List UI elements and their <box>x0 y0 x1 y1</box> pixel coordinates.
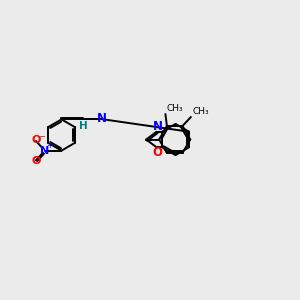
Text: CH₃: CH₃ <box>167 104 183 113</box>
Text: O: O <box>152 146 163 159</box>
Text: H: H <box>79 121 88 131</box>
Text: N: N <box>97 112 107 125</box>
Text: O: O <box>31 156 41 166</box>
Text: +: + <box>46 141 52 150</box>
Text: N: N <box>152 120 163 133</box>
Text: O: O <box>31 135 41 146</box>
Text: −: − <box>38 132 45 141</box>
Text: N: N <box>40 146 50 156</box>
Text: CH₃: CH₃ <box>192 107 209 116</box>
